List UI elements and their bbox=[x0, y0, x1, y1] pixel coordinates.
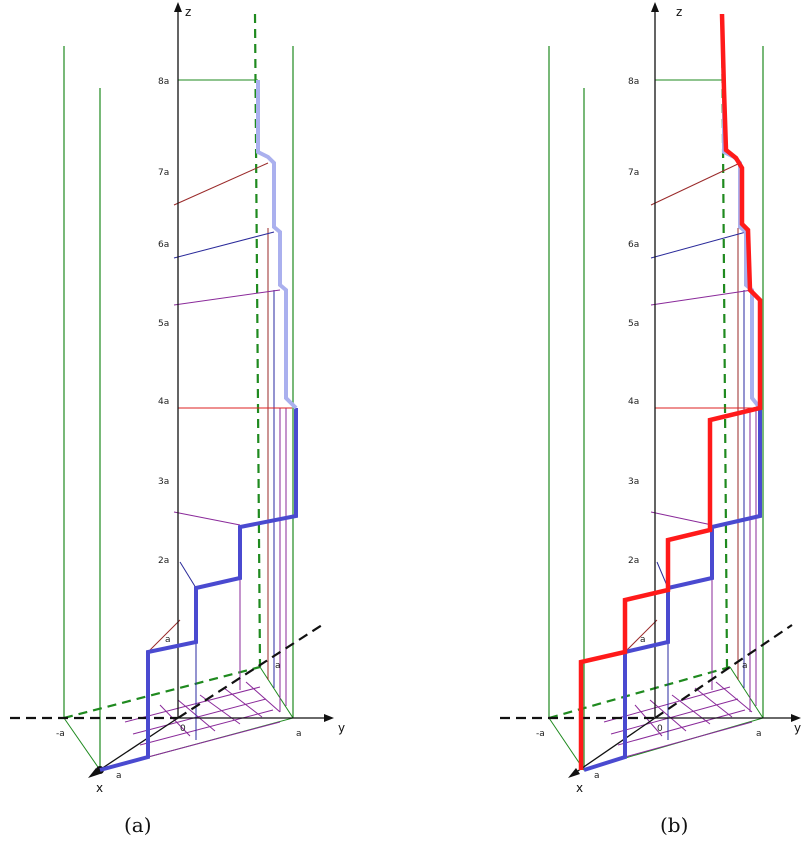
z-axis-arrow bbox=[174, 2, 182, 12]
z-tick-2a: 2a bbox=[628, 556, 639, 566]
z-axis-label: z bbox=[676, 5, 682, 19]
z-tick-8a: 8a bbox=[628, 77, 639, 87]
level-lines bbox=[147, 79, 292, 653]
y-a-label: a bbox=[756, 729, 762, 739]
z-tick-2a: 2a bbox=[158, 556, 169, 566]
y-a-label: a bbox=[296, 729, 302, 739]
z-tick-4a: 4a bbox=[158, 397, 169, 407]
z-tick-a: a bbox=[165, 635, 171, 645]
dashed-green-diagonal bbox=[63, 665, 261, 720]
z-tick-3a: 3a bbox=[628, 477, 639, 487]
z-tick-7a: 7a bbox=[628, 168, 639, 178]
panel-b: z 8a 7a 6a 5a 4a 3a 2a a a -a 0 a y a x … bbox=[500, 2, 801, 837]
caption-a: (a) bbox=[124, 813, 152, 837]
dashed-green-vertical bbox=[253, 13, 262, 668]
dashed-black-diagonal bbox=[177, 624, 323, 719]
x-axis-label: x bbox=[96, 781, 103, 795]
x-axis-arrow bbox=[568, 768, 580, 778]
dashed-black-diagonal bbox=[654, 624, 793, 719]
grid-label-a: a bbox=[275, 661, 281, 671]
staircase-light bbox=[722, 80, 762, 410]
y-axis-label: y bbox=[338, 721, 345, 735]
z-tick-5a: 5a bbox=[628, 319, 639, 329]
y-axis-label: y bbox=[794, 721, 801, 735]
x-axis bbox=[91, 717, 179, 776]
z-tick-6a: 6a bbox=[158, 240, 169, 250]
z-tick-a: a bbox=[640, 635, 646, 645]
z-tick-7a: 7a bbox=[158, 168, 169, 178]
x-axis-label: x bbox=[576, 781, 583, 795]
zero-label: 0 bbox=[657, 724, 663, 734]
neg-a-label: -a bbox=[56, 729, 65, 739]
x-a-label: a bbox=[594, 771, 600, 781]
z-tick-3a: 3a bbox=[158, 477, 169, 487]
z-tick-8a: 8a bbox=[158, 77, 169, 87]
zero-label: 0 bbox=[180, 724, 186, 734]
x-axis bbox=[571, 717, 656, 776]
staircase-red bbox=[578, 13, 763, 770]
y-axis-arrow bbox=[324, 714, 334, 722]
projection-lines bbox=[195, 228, 287, 740]
z-tick-5a: 5a bbox=[158, 319, 169, 329]
panel-a: z 8a 7a 6a 5a 4a 3a 2a a a -a 0 a y a x … bbox=[10, 2, 345, 837]
staircase-blue bbox=[583, 408, 762, 772]
grid-label-a: a bbox=[742, 661, 748, 671]
z-tick-4a: 4a bbox=[628, 397, 639, 407]
staircase-blue bbox=[99, 408, 298, 772]
z-tick-6a: 6a bbox=[628, 240, 639, 250]
staircase-light bbox=[256, 80, 298, 410]
level-lines bbox=[624, 79, 760, 653]
neg-a-label: -a bbox=[536, 729, 545, 739]
base-grid bbox=[99, 681, 281, 771]
y-axis-arrow bbox=[791, 714, 801, 722]
caption-b: (b) bbox=[660, 813, 688, 837]
z-axis-label: z bbox=[185, 5, 191, 19]
x-a-label: a bbox=[116, 771, 122, 781]
z-axis-arrow bbox=[651, 2, 659, 12]
